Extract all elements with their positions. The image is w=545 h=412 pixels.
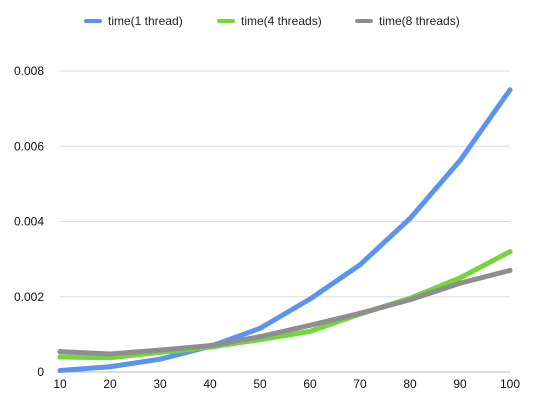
data-point (57, 349, 63, 355)
data-point (257, 334, 263, 340)
y-tick-label: 0.008 (14, 64, 44, 78)
series-2 (57, 249, 513, 361)
data-point (157, 347, 163, 353)
data-point (507, 87, 513, 93)
legend-label: time(4 threads) (241, 14, 322, 28)
data-point (207, 343, 213, 349)
data-point (457, 275, 463, 281)
legend-label: time(8 threads) (379, 14, 460, 28)
data-point (407, 297, 413, 303)
data-point (457, 158, 463, 164)
data-point (257, 325, 263, 331)
x-axis-ticks: 10 20 30 40 50 60 70 80 90 100 (53, 377, 520, 391)
y-axis-ticks: 0 0.002 0.004 0.006 0.008 (14, 64, 44, 379)
data-point (357, 262, 363, 268)
y-tick-label: 0.004 (14, 215, 44, 229)
legend-label: time(1 thread) (108, 14, 183, 28)
x-tick-label: 10 (53, 377, 67, 391)
data-point (57, 354, 63, 360)
y-tick-label: 0.002 (14, 290, 44, 304)
data-point (307, 296, 313, 302)
data-point (307, 322, 313, 328)
x-tick-label: 90 (453, 377, 467, 391)
x-tick-label: 80 (403, 377, 417, 391)
data-point (457, 280, 463, 286)
legend-item: time(4 threads) (217, 14, 322, 28)
gridlines (60, 70, 510, 373)
series-3 (57, 267, 513, 357)
y-tick-label: 0.006 (14, 139, 44, 153)
series-lines (57, 87, 513, 373)
legend-item: time(8 threads) (355, 14, 460, 28)
data-point (357, 310, 363, 316)
x-tick-label: 100 (500, 377, 520, 391)
data-point (507, 249, 513, 255)
data-point (507, 267, 513, 273)
x-tick-label: 30 (153, 377, 167, 391)
data-point (107, 364, 113, 370)
data-point (57, 367, 63, 373)
x-tick-label: 40 (203, 377, 217, 391)
legend-item: time(1 thread) (84, 14, 183, 28)
series-line (57, 267, 513, 357)
data-point (157, 356, 163, 362)
series-line (57, 87, 513, 373)
y-tick-label: 0 (37, 365, 44, 379)
x-tick-label: 50 (253, 377, 267, 391)
series-line (57, 249, 513, 361)
data-point (307, 328, 313, 334)
x-tick-label: 60 (303, 377, 317, 391)
data-point (107, 355, 113, 361)
data-point (107, 351, 113, 357)
x-tick-label: 70 (353, 377, 367, 391)
data-point (407, 215, 413, 221)
x-tick-label: 20 (103, 377, 117, 391)
series-1 (57, 87, 513, 373)
legend: time(1 thread) time(4 threads) time(8 thre… (84, 14, 460, 28)
